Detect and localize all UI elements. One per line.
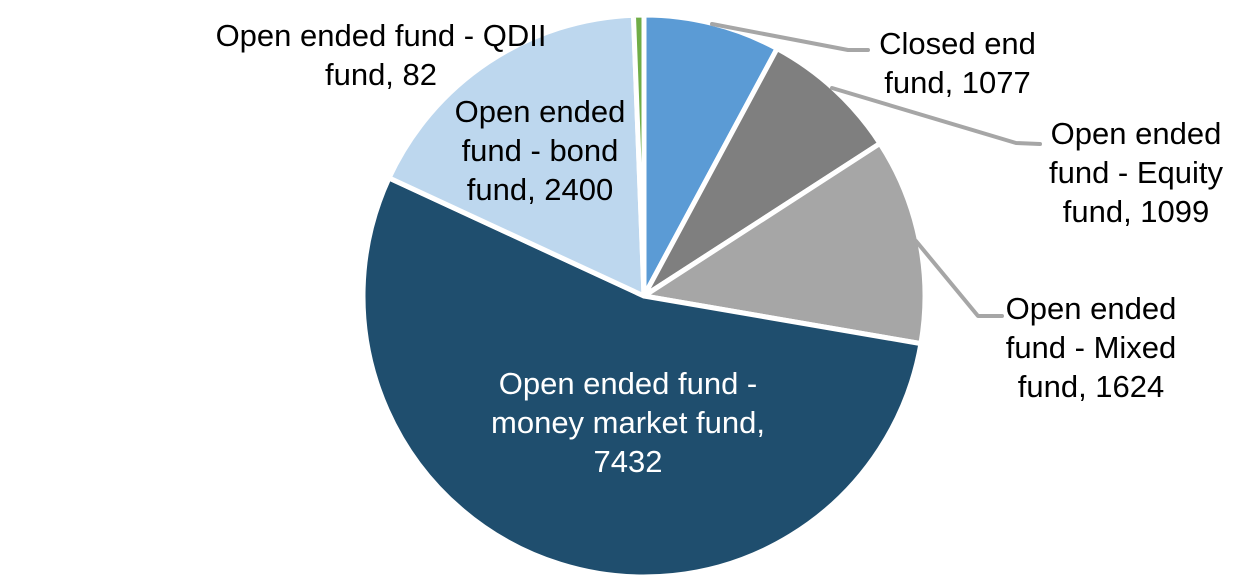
pie-slice-qdii-fund [630,12,647,299]
leader-line-mixed-fund [914,239,1004,318]
pie-slice-money-market-fund [360,175,924,580]
pie-slice-bond-fund [386,12,647,299]
leader-lines [710,22,1042,318]
data-label-equity-fund: Open ended fund - Equity fund, 1099 [1048,116,1224,229]
leader-line-equity-fund [830,86,1042,146]
data-label-qdii-fund: Open ended fund - QDII fund, 82 [215,18,547,92]
pie-slice-mixed-fund [641,140,928,347]
pie-slices [360,12,928,580]
leader-line-closed-end-fund [710,22,870,52]
data-label-closed-end-fund: Closed end fund, 1077 [879,26,1036,100]
data-label-bond-fund: Open ended fund - bond fund, 2400 [454,94,626,207]
data-label-money-market-fund: Open ended fund - money market fund, 743… [491,366,765,479]
data-label-mixed-fund: Open ended fund - Mixed fund, 1624 [1005,291,1177,404]
